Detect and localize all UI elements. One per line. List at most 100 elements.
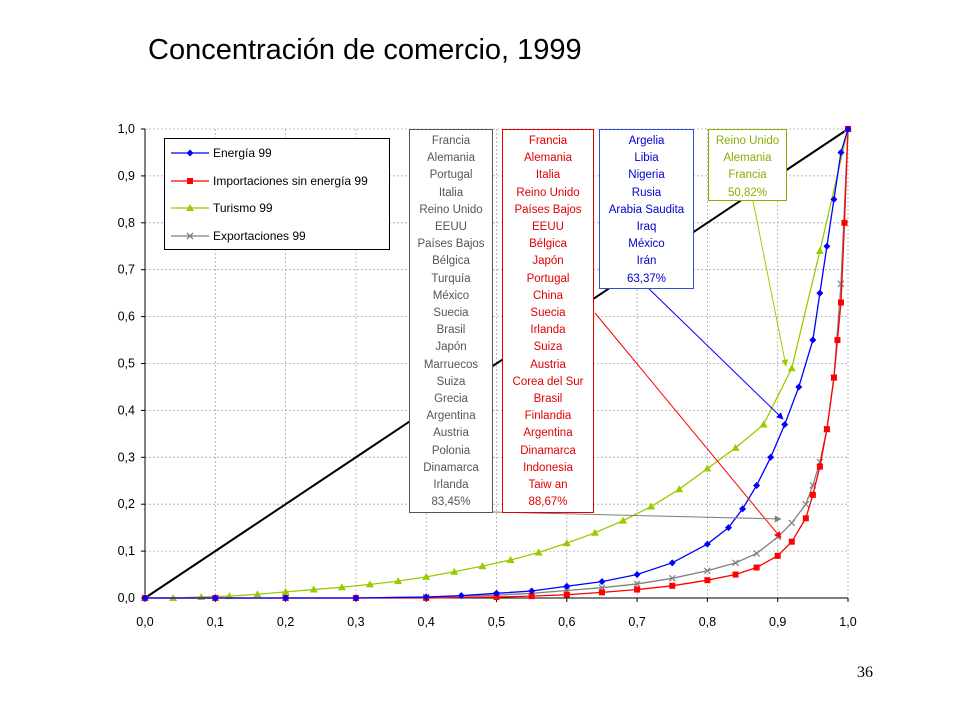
data-point [703,540,711,548]
data-point [837,148,845,156]
data-point [739,505,747,513]
country-label: Suiza [533,341,563,354]
data-point [781,420,789,428]
country-label: México [628,238,665,251]
data-point [422,593,430,601]
x-tick-label: 1,0 [839,615,856,629]
country-label: Libia [634,152,659,165]
data-point [809,336,817,344]
x-tick-label: 0,0 [136,615,153,629]
y-tick-label: 0,2 [118,497,135,511]
data-point [703,464,712,472]
country-label: Irlanda [530,324,566,337]
country-label: 63,37% [626,272,666,285]
data-point [211,594,219,602]
annotation-arrows [492,200,789,539]
data-point [457,592,465,600]
exports-country-box: Francia Alemania Portugal Italia Reino Unido… [409,129,493,513]
country-label: Alemania [524,152,572,165]
country-label: Alemania [723,152,772,165]
data-point [844,125,852,133]
legend-label: Energía 99 [213,146,272,160]
country-label: Bélgica [432,255,470,268]
data-point [834,337,841,344]
country-label: Japón [532,255,564,268]
data-point [534,548,543,556]
data-point [788,519,796,527]
data-point [563,591,570,598]
data-point [732,559,739,567]
x-tick-label: 0,8 [699,615,716,629]
country-label: 83,45% [431,496,471,509]
data-point [703,567,711,575]
data-point [365,580,374,588]
country-label: 88,67% [528,496,568,509]
data-point [802,515,809,522]
data-point [282,594,290,602]
country-label: Japón [435,341,467,354]
data-point [837,280,845,288]
data-point [619,516,628,524]
country-label: Países Bajos [417,238,485,251]
page-number: 36 [857,664,873,681]
data-point [253,590,262,598]
data-point [767,453,775,461]
data-point [493,589,500,597]
data-point [309,585,318,593]
data-point [478,562,487,570]
data-point [668,559,676,567]
data-point [823,426,830,433]
data-point [787,364,796,372]
country-label: Francia [528,135,568,147]
legend-label: Importaciones sin energía 99 [213,173,368,188]
country-label: Grecia [434,393,468,406]
country-label: 50,82% [727,186,767,199]
data-point [590,528,599,536]
data-point [830,195,838,203]
x-tick-label: 0,3 [347,615,364,629]
data-point [493,594,500,601]
data-point [753,481,761,489]
data-point [394,577,403,585]
data-point [669,582,676,589]
legend-marker-icon [171,177,209,184]
country-label: Irlanda [433,479,469,492]
country-label: México [432,289,470,302]
country-label: Austria [530,358,566,371]
country-label: Iraq [636,221,657,234]
country-label: Dinamarca [520,444,576,457]
y-tick-label: 0,1 [118,544,135,558]
legend-item: Exportaciones 99 [171,228,306,244]
data-point [753,564,760,571]
country-label: Suecia [530,307,566,320]
legend-marker-icon [171,204,209,211]
energy-country-box: Argelia Libia Nigeria Rusia Arabia Saudita Ir… [599,129,694,289]
legend-marker-icon [171,232,209,239]
y-tick-label: 0,3 [118,450,135,464]
data-point [337,583,346,591]
country-label: Italia [438,186,464,199]
country-label: Italia [535,169,561,182]
y-tick-label: 0,6 [118,310,135,324]
country-label: Corea del Sur [512,375,584,388]
legend-label: Turismo 99 [213,201,273,215]
tourism-arrow [752,200,789,367]
data-point [528,593,535,600]
country-label: Irán [636,255,657,268]
country-label: EEUU [435,221,467,234]
country-label: Portugal [429,169,473,182]
country-label: Indonesia [523,461,573,474]
data-point [598,589,605,596]
data-point [823,242,831,250]
country-label: Argentina [523,427,573,440]
legend-item: Importaciones sin energía 99 [171,173,368,189]
y-tick-label: 0,9 [118,169,135,183]
data-point [352,594,360,602]
x-tick-label: 0,9 [769,615,786,629]
data-point [724,524,732,532]
data-point [563,582,571,590]
data-point [802,500,810,508]
data-point [668,574,676,582]
country-label: Portugal [526,272,570,285]
country-label: Polonia [431,444,471,457]
